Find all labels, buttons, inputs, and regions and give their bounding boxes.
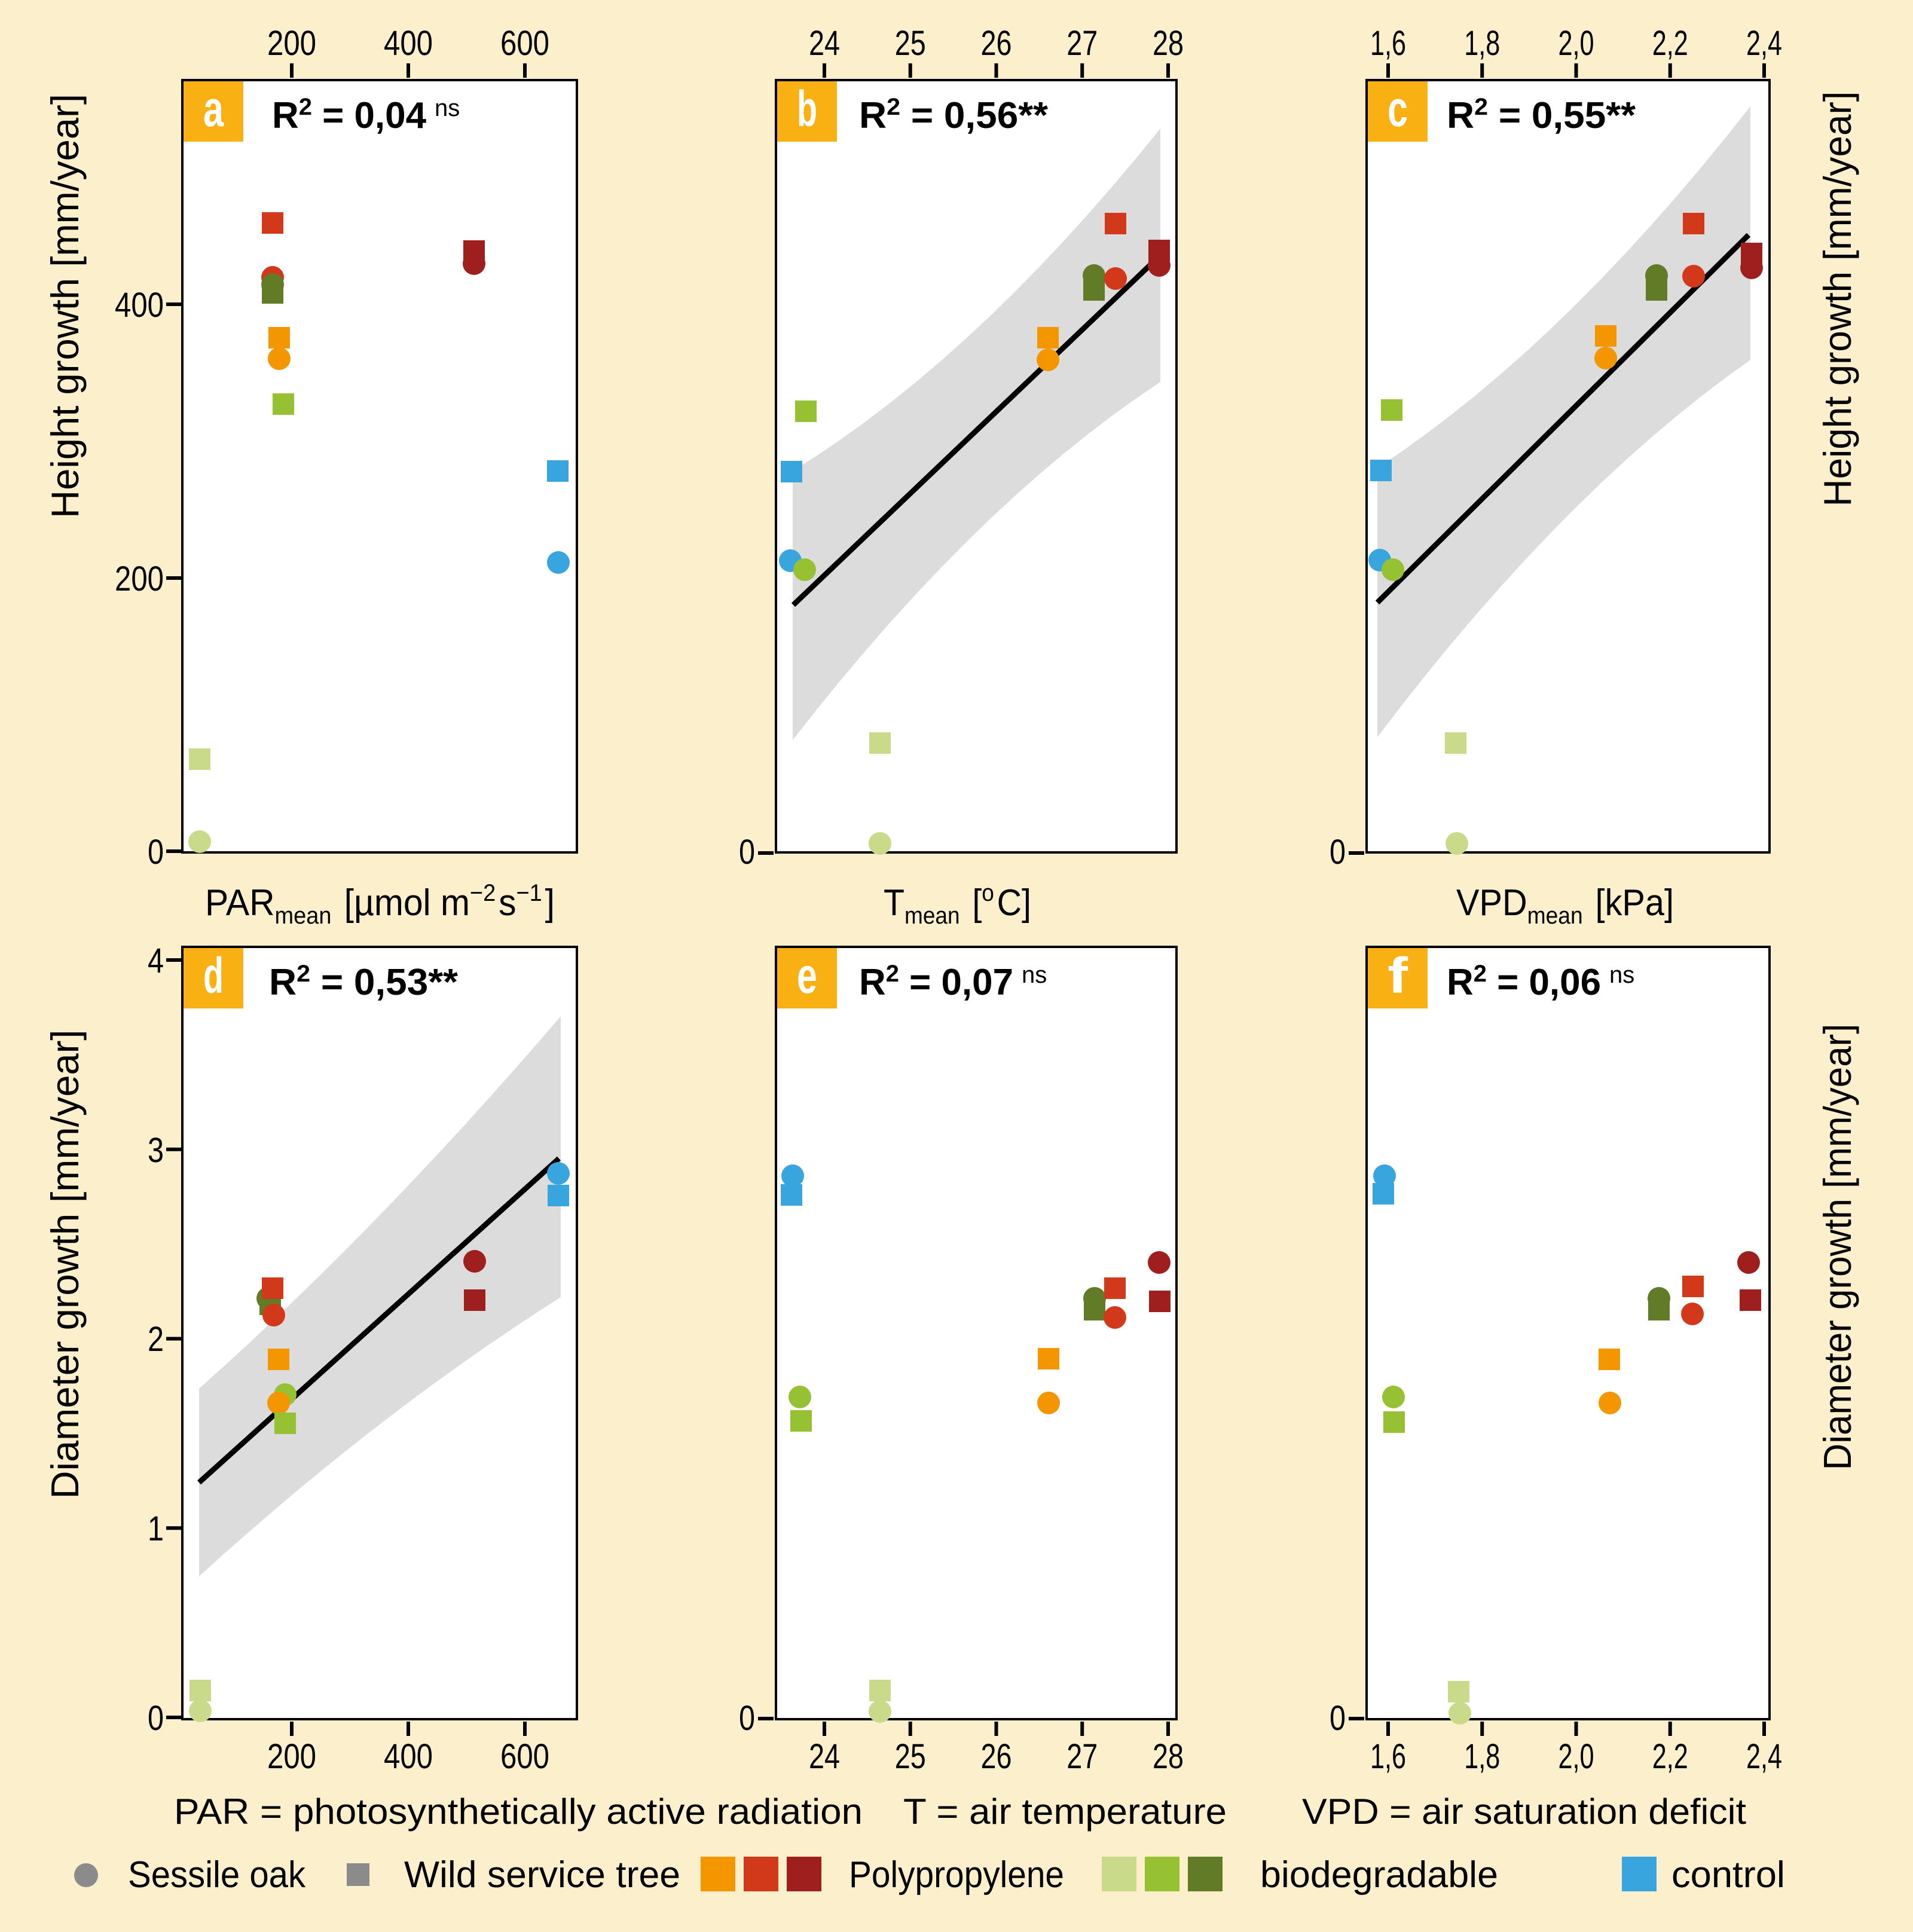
svg-text:200: 200 — [267, 24, 316, 63]
svg-text:Polypropylene: Polypropylene — [849, 1854, 1064, 1896]
svg-text:c: c — [1388, 81, 1408, 137]
svg-text:1,6: 1,6 — [1370, 24, 1406, 63]
svg-text:400: 400 — [384, 24, 433, 63]
svg-text:biodegradable: biodegradable — [1260, 1854, 1498, 1896]
svg-text:f: f — [1388, 947, 1408, 1004]
svg-text:ns: ns — [1609, 962, 1634, 988]
svg-text:4: 4 — [148, 941, 164, 980]
svg-text:PAR = photosynthetically activ: PAR = photosynthetically active radiatio… — [174, 1792, 863, 1832]
svg-text:0: 0 — [148, 1699, 164, 1738]
svg-text:ns: ns — [1022, 962, 1047, 988]
svg-text:1,6: 1,6 — [1370, 1737, 1406, 1776]
svg-text:1: 1 — [148, 1509, 164, 1548]
svg-text:2,0: 2,0 — [1558, 24, 1594, 63]
svg-text:Diameter growth [mm/year]: Diameter growth [mm/year] — [1816, 1024, 1859, 1471]
svg-text:control: control — [1671, 1854, 1785, 1896]
svg-text:400: 400 — [384, 1737, 433, 1776]
svg-text:2: 2 — [148, 1320, 164, 1359]
svg-text:2,2: 2,2 — [1652, 24, 1688, 63]
svg-text:e: e — [797, 947, 817, 1004]
svg-text:26: 26 — [981, 1737, 1012, 1776]
svg-text:3: 3 — [148, 1131, 164, 1170]
svg-text:Height growth [mm/year]: Height growth [mm/year] — [1816, 91, 1859, 507]
svg-text:2,2: 2,2 — [1652, 1737, 1688, 1776]
svg-text:Diameter growth [mm/year]: Diameter growth [mm/year] — [43, 1030, 87, 1499]
svg-text:200: 200 — [267, 1737, 316, 1776]
svg-text:Height growth [mm/year]: Height growth [mm/year] — [43, 94, 87, 518]
svg-text:0: 0 — [1330, 833, 1346, 872]
svg-text:0: 0 — [148, 833, 164, 872]
svg-text:200: 200 — [115, 560, 164, 598]
svg-text:PARmean [µmol m−2 s−1 ]: PARmean [µmol m−2 s−1 ] — [205, 880, 555, 929]
svg-text:28: 28 — [1153, 1737, 1184, 1776]
svg-text:1,8: 1,8 — [1464, 1737, 1500, 1776]
svg-text:0: 0 — [739, 833, 755, 872]
svg-text:T = air temperature: T = air temperature — [903, 1792, 1227, 1832]
svg-text:25: 25 — [895, 24, 926, 63]
svg-text:Sessile oak: Sessile oak — [128, 1854, 306, 1896]
svg-text:600: 600 — [500, 1737, 549, 1776]
svg-text:1,8: 1,8 — [1464, 24, 1500, 63]
svg-text:25: 25 — [895, 1737, 926, 1776]
svg-text:27: 27 — [1066, 1737, 1098, 1776]
svg-text:b: b — [797, 81, 817, 137]
svg-text:0: 0 — [739, 1699, 755, 1738]
svg-text:28: 28 — [1153, 24, 1184, 63]
svg-text:0: 0 — [1330, 1699, 1346, 1738]
svg-text:2,4: 2,4 — [1746, 1737, 1782, 1776]
svg-text:VPD = air saturation deficit: VPD = air saturation deficit — [1302, 1792, 1746, 1832]
svg-text:R2 = 0,06: R2 = 0,06 — [1447, 961, 1601, 1003]
svg-text:24: 24 — [809, 24, 840, 63]
svg-text:2,4: 2,4 — [1746, 24, 1782, 63]
svg-text:d: d — [203, 947, 224, 1004]
svg-text:400: 400 — [115, 286, 164, 325]
svg-text:ns: ns — [435, 95, 460, 121]
svg-text:2,0: 2,0 — [1558, 1737, 1594, 1776]
svg-text:27: 27 — [1066, 24, 1098, 63]
svg-text:600: 600 — [500, 24, 549, 63]
svg-text:a: a — [203, 81, 224, 137]
svg-text:24: 24 — [809, 1737, 840, 1776]
svg-text:R2 = 0,55**: R2 = 0,55** — [1447, 94, 1636, 136]
svg-text:Wild service tree: Wild service tree — [404, 1854, 680, 1896]
svg-text:26: 26 — [981, 24, 1012, 63]
svg-text:R2 = 0,04: R2 = 0,04 — [272, 94, 427, 136]
svg-text:R2 = 0,07: R2 = 0,07 — [859, 961, 1013, 1003]
